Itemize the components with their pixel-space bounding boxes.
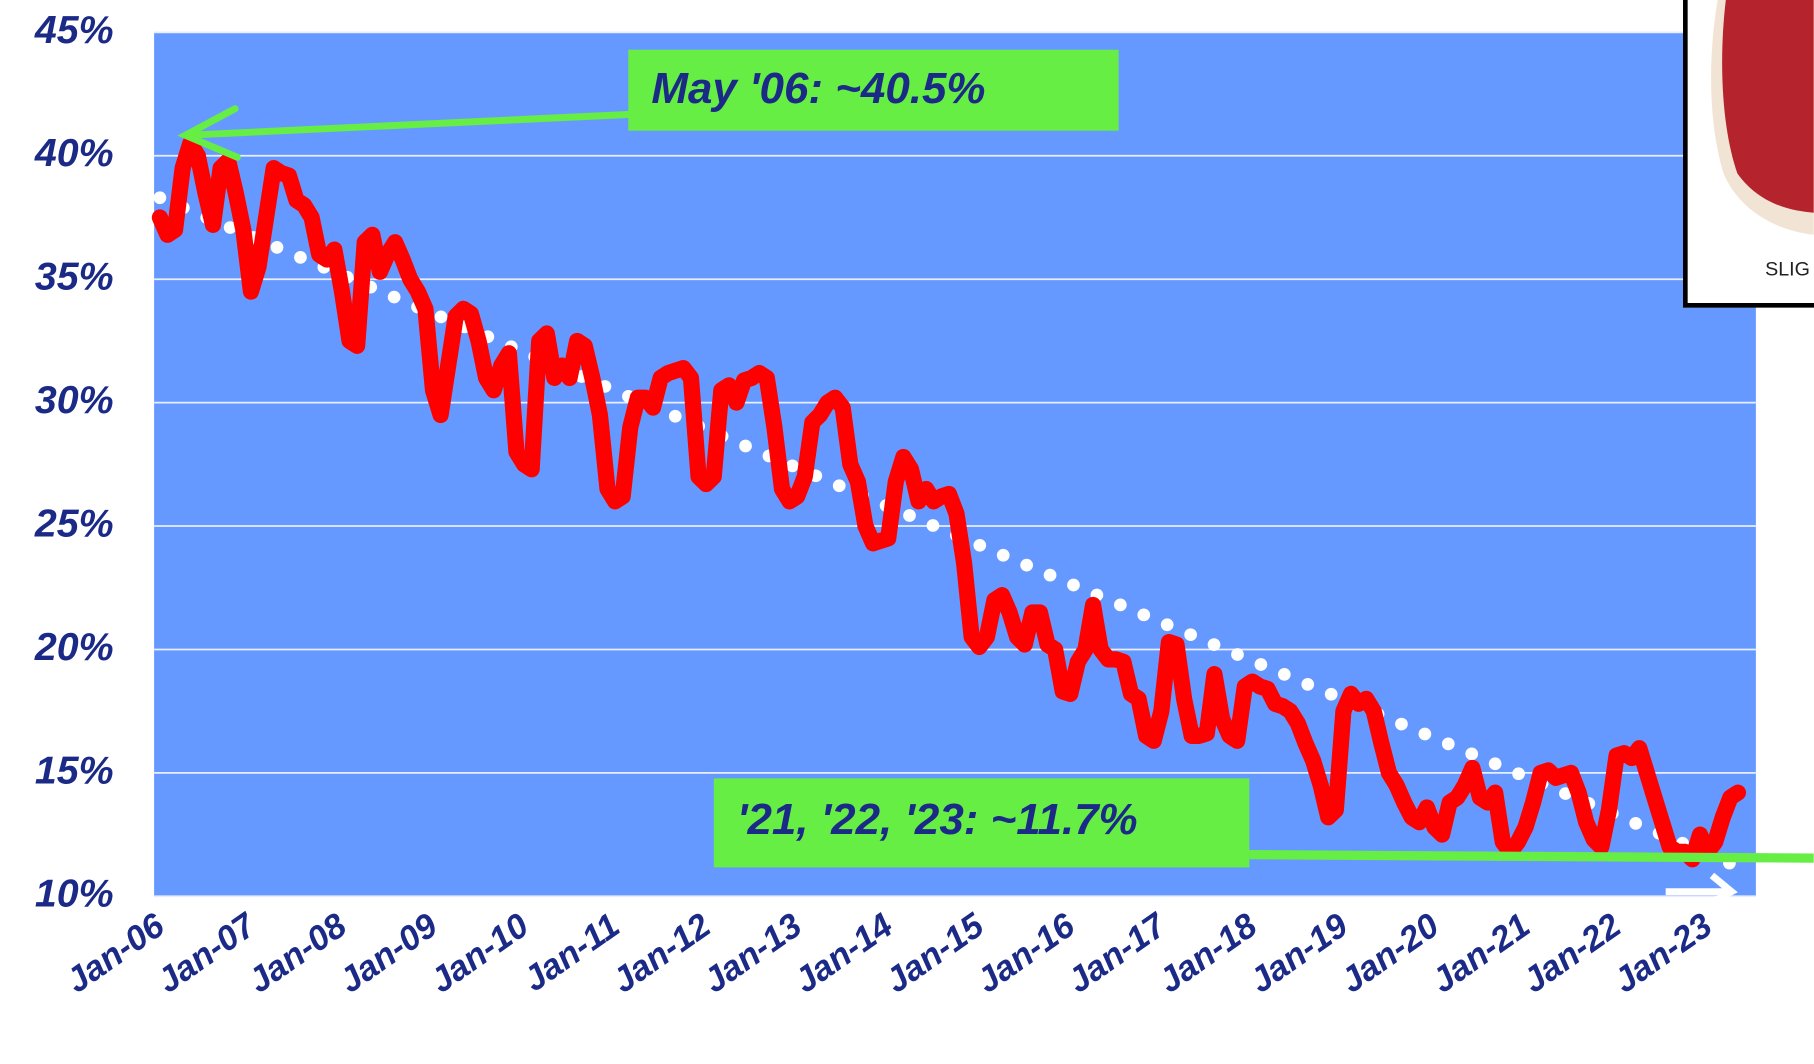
y-tick-label: 35% [35,255,114,299]
x-tick-label: Jan-15 [879,906,991,1001]
annotation: May '06: ~40.5% [651,64,985,113]
page: {"chart_data": { "type": "line", "catego… [0,0,1814,1064]
y-tick-label: 10% [35,872,114,916]
x-tick-label: Jan-13 [697,906,809,1000]
annotation-arrow [1249,855,1813,858]
x-tick-label: Jan-08 [242,906,354,1001]
y-tick-label: 45% [34,8,114,52]
x-tick-label: Jan-11 [517,906,627,999]
x-tick-label: Jan-17 [1061,905,1174,1000]
x-tick-label: Jan-14 [788,906,900,1000]
inset-image: SLIG [1685,0,1814,305]
x-tick-label: Jan-12 [606,906,718,1000]
x-tick-label: Jan-09 [333,906,445,1001]
x-tick-label: Jan-06 [60,906,172,1001]
y-tick-label: 25% [34,501,114,545]
x-tick-label: Jan-20 [1334,906,1446,1000]
x-tick-label: Jan-07 [151,905,264,1000]
chart: May '06: ~40.5% '21, '22, '23: ~11.7% SL… [0,0,1814,1064]
image-caption: SLIG [1765,258,1810,280]
y-tick-label: 30% [35,378,114,422]
y-tick-label: 15% [35,748,114,792]
x-tick-label: Jan-23 [1607,906,1719,1000]
y-tick-label: 20% [34,625,114,669]
annotation: '21, '22, '23: ~11.7% [737,795,1138,844]
plot-background [154,32,1756,896]
y-tick-label: 40% [34,131,114,175]
x-tick-label: Jan-10 [424,906,536,1000]
x-tick-label: Jan-19 [1243,906,1355,1001]
x-tick-label: Jan-16 [970,906,1082,1001]
x-tick-label: Jan-22 [1516,906,1628,1000]
x-tick-label: Jan-18 [1152,906,1264,1001]
plot-area [154,32,1756,896]
x-tick-label: Jan-21 [1425,906,1537,1000]
